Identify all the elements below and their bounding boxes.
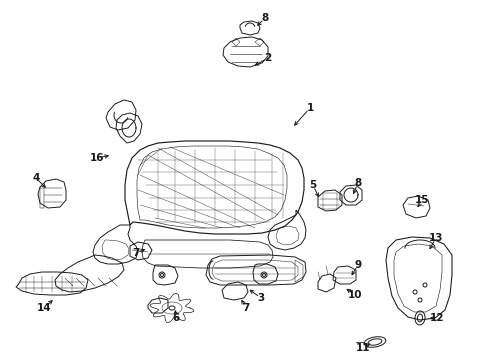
Text: 5: 5 — [309, 180, 316, 190]
Text: 9: 9 — [354, 260, 361, 270]
Text: 3: 3 — [257, 293, 264, 303]
Text: 8: 8 — [354, 178, 361, 188]
Text: 8: 8 — [261, 13, 268, 23]
Text: 11: 11 — [355, 343, 369, 353]
Text: 6: 6 — [172, 313, 179, 323]
Text: 7: 7 — [132, 248, 140, 258]
Text: 10: 10 — [347, 290, 362, 300]
Text: 16: 16 — [90, 153, 104, 163]
Text: 15: 15 — [414, 195, 428, 205]
Text: 14: 14 — [37, 303, 51, 313]
Text: 1: 1 — [306, 103, 313, 113]
Text: 2: 2 — [264, 53, 271, 63]
Text: 4: 4 — [32, 173, 40, 183]
Text: 13: 13 — [428, 233, 442, 243]
Text: 7: 7 — [242, 303, 249, 313]
Text: 12: 12 — [429, 313, 443, 323]
